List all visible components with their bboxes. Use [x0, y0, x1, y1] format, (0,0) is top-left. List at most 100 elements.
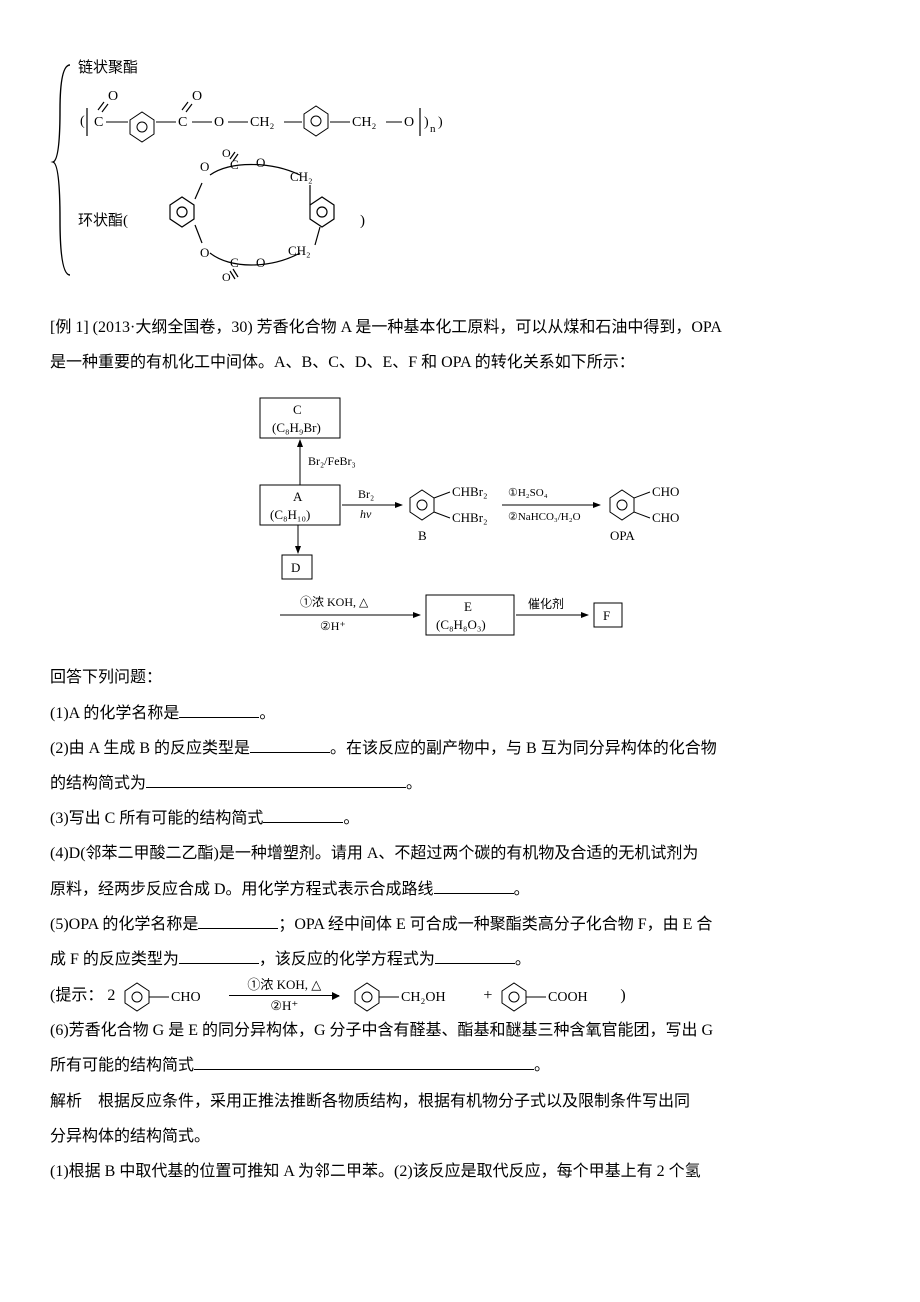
svg-text:O: O [256, 155, 265, 170]
hint-plus: + [483, 978, 492, 1013]
q2-blank2 [146, 771, 406, 788]
svg-text:Br₂/FeBr₃: Br₂/FeBr₃ [308, 454, 356, 468]
q5-line1: (5)OPA 的化学名称是 ；OPA 经中间体 E 可合成一种聚酯类高分子化合物 … [50, 907, 870, 942]
q5-a: (5)OPA 的化学名称是 [50, 916, 198, 933]
q4-b: 原料，经两步反应合成 D。用化学方程式表示合成路线 [50, 881, 434, 898]
svg-text:A: A [293, 489, 303, 504]
svg-text:CH₂: CH₂ [352, 115, 376, 130]
svg-text:(C₈H₈O₃): (C₈H₈O₃) [436, 617, 486, 632]
hint-reactant: CHO [119, 977, 219, 1013]
svg-text:O: O [222, 146, 231, 160]
solution-line2: 分异构体的结构简式。 [50, 1119, 870, 1154]
svg-text:hv: hv [360, 507, 372, 521]
q2-line2: 的结构简式为。 [50, 766, 870, 801]
q6-b: 所有可能的结构简式 [50, 1057, 194, 1074]
svg-text:CH₂: CH₂ [288, 243, 311, 258]
hint-cond-bot: ②H⁺ [270, 998, 298, 1014]
svg-text:O: O [200, 245, 209, 260]
q1-text-b: 。 [259, 705, 275, 722]
svg-text:①H₂SO₄: ①H₂SO₄ [508, 487, 548, 499]
example-header-line1: [例 1] (2013·大纲全国卷，30) 芳香化合物 A 是一种基本化工原料，… [50, 310, 870, 345]
svg-text:C: C [94, 115, 103, 130]
q4-line1: (4)D(邻苯二甲酸二乙酯)是一种增塑剂。请用 A、不超过两个碳的有机物及合适的… [50, 836, 870, 871]
svg-text:CH₂: CH₂ [290, 169, 313, 184]
example-header-line2: 是一种重要的有机化工中间体。A、B、C、D、E、F 和 OPA 的转化关系如下所… [50, 345, 870, 380]
svg-text:OPA: OPA [610, 528, 635, 543]
q3: (3)写出 C 所有可能的结构简式 。 [50, 801, 870, 836]
solution-line3: (1)根据 B 中取代基的位置可推知 A 为邻二甲苯。(2)该反应是取代反应，每… [50, 1154, 870, 1189]
svg-text:O: O [200, 159, 209, 174]
svg-text:O: O [192, 89, 202, 104]
example-lead: 芳香化合物 A 是一种基本化工原料，可以从煤和石油中得到，OPA [257, 319, 722, 336]
cyclic-label: 环状酯( [78, 212, 128, 229]
svg-text:O: O [256, 255, 265, 270]
q5-blank1 [198, 912, 278, 929]
polyester-structures-figure: 链状聚酯 ( O C O C O CH₂ CH [50, 40, 870, 310]
hint-cond-top: ①浓 KOH, △ [247, 977, 321, 993]
q5-d: ，该反应的化学方程式为 [259, 951, 435, 968]
q2-a: (2)由 A 生成 B 的反应类型是 [50, 740, 250, 757]
reaction-flow-figure: C (C₈H₉Br) A (C₈H₁₀) D Br₂/FeBr₃ Br₂ hv … [50, 380, 870, 660]
q5-b: ；OPA 经中间体 E 可合成一种聚酯类高分子化合物 F，由 E 合 [278, 916, 712, 933]
q1-blank [179, 701, 259, 718]
svg-text:O: O [108, 89, 118, 104]
svg-text:②NaHCO₃/H₂O: ②NaHCO₃/H₂O [508, 511, 581, 523]
svg-text:催化剂: 催化剂 [528, 596, 564, 611]
q2-d: 。 [406, 775, 422, 792]
q1-text-a: (1)A 的化学名称是 [50, 705, 179, 722]
svg-text:C: C [230, 255, 239, 270]
q4-line2: 原料，经两步反应合成 D。用化学方程式表示合成路线 。 [50, 872, 870, 907]
svg-text:): ) [438, 115, 443, 130]
svg-text:CHO: CHO [652, 484, 679, 499]
hint-coef: 2 [107, 978, 115, 1013]
q2-b: 。在该反应的副产物中，与 B 互为同分异构体的化合物 [330, 740, 717, 757]
q2-line1: (2)由 A 生成 B 的反应类型是 。在该反应的副产物中，与 B 互为同分异构体… [50, 731, 870, 766]
solution-line1: 解析 根据反应条件，采用正推法推断各物质结构，根据有机物分子式以及限制条件写出同 [50, 1084, 870, 1119]
svg-text:Br₂: Br₂ [358, 487, 374, 501]
hint-reaction: (提示： 2 CHO ①浓 KOH, △ ②H⁺ CH₂OH + COOH ) [50, 977, 870, 1013]
svg-text:E: E [464, 599, 472, 614]
chain-label: 链状聚酯 [78, 59, 138, 76]
example-tag: [例 1] [50, 319, 89, 336]
q4-blank [434, 877, 514, 894]
svg-text:(C₈H₁₀): (C₈H₁₀) [270, 507, 310, 522]
q6-blank [194, 1053, 534, 1070]
svg-text:O: O [214, 115, 224, 130]
svg-text:CH₂: CH₂ [250, 115, 274, 130]
q4-c: 。 [514, 881, 530, 898]
hint-prefix: (提示： [50, 978, 103, 1013]
svg-text:CH₂OH: CH₂OH [401, 990, 446, 1005]
q6-line1: (6)芳香化合物 G 是 E 的同分异构体，G 分子中含有醛基、酯基和醚基三种含… [50, 1013, 870, 1048]
svg-text:D: D [291, 560, 300, 575]
polyester-svg: 链状聚酯 ( O C O C O CH₂ CH [50, 50, 610, 290]
svg-text:O: O [404, 115, 414, 130]
hint-product2: COOH [496, 977, 616, 1013]
hint-arrow: ①浓 KOH, △ ②H⁺ [223, 977, 345, 1013]
svg-text:①浓 KOH, △: ①浓 KOH, △ [300, 595, 369, 609]
svg-text:(: ( [80, 114, 85, 129]
svg-text:CHBr₂: CHBr₂ [452, 484, 488, 499]
svg-text:(C₈H₉Br): (C₈H₉Br) [272, 420, 321, 435]
svg-text:CHO: CHO [171, 990, 201, 1005]
svg-text:): ) [360, 213, 365, 229]
q3-a: (3)写出 C 所有可能的结构简式 [50, 810, 263, 827]
q5-blank3 [435, 947, 515, 964]
q2-blank1 [250, 736, 330, 753]
svg-text:COOH: COOH [548, 990, 588, 1005]
svg-text:C: C [178, 115, 187, 130]
svg-text:CHBr₂: CHBr₂ [452, 510, 488, 525]
q5-line2: 成 F 的反应类型为，该反应的化学方程式为。 [50, 942, 870, 977]
svg-text:C: C [293, 402, 302, 417]
solution-s0: 根据反应条件，采用正推法推断各物质结构，根据有机物分子式以及限制条件写出同 [98, 1093, 690, 1110]
svg-text:O: O [222, 270, 231, 284]
solution-label: 解析 [50, 1093, 82, 1110]
q5-e: 。 [515, 951, 531, 968]
hint-suffix: ) [620, 978, 625, 1013]
svg-text:F: F [603, 608, 610, 623]
example-source: (2013·大纲全国卷，30) [93, 319, 253, 336]
svg-text:): ) [424, 115, 429, 130]
svg-text:②H⁺: ②H⁺ [320, 619, 346, 633]
hint-product1: CH₂OH [349, 977, 479, 1013]
q3-b: 。 [343, 810, 359, 827]
svg-text:n: n [430, 123, 436, 135]
